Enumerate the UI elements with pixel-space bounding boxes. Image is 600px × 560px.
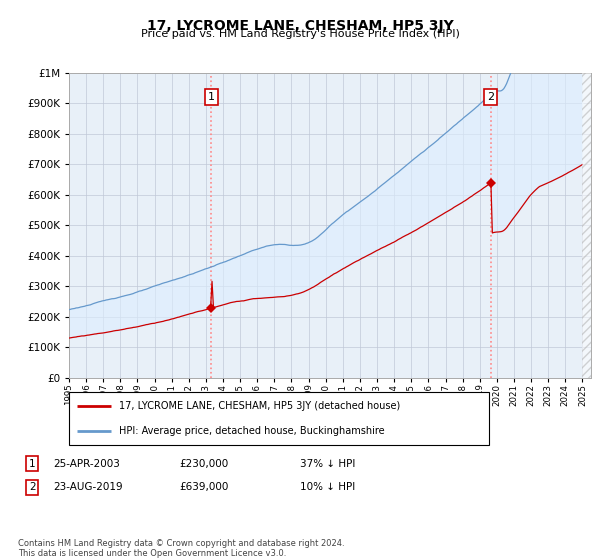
Text: 1: 1	[29, 459, 35, 469]
Text: 37% ↓ HPI: 37% ↓ HPI	[300, 459, 355, 469]
Text: 23-AUG-2019: 23-AUG-2019	[53, 483, 123, 492]
Text: 2: 2	[29, 483, 35, 492]
Text: 10% ↓ HPI: 10% ↓ HPI	[300, 483, 355, 492]
Text: £639,000: £639,000	[179, 483, 229, 492]
Text: HPI: Average price, detached house, Buckinghamshire: HPI: Average price, detached house, Buck…	[119, 426, 385, 436]
Text: 17, LYCROME LANE, CHESHAM, HP5 3JY: 17, LYCROME LANE, CHESHAM, HP5 3JY	[146, 19, 454, 33]
Text: 17, LYCROME LANE, CHESHAM, HP5 3JY (detached house): 17, LYCROME LANE, CHESHAM, HP5 3JY (deta…	[119, 402, 401, 412]
Text: 25-APR-2003: 25-APR-2003	[53, 459, 120, 469]
FancyBboxPatch shape	[69, 392, 489, 445]
Text: £230,000: £230,000	[179, 459, 229, 469]
Text: 2: 2	[487, 92, 494, 102]
Text: Contains HM Land Registry data © Crown copyright and database right 2024.
This d: Contains HM Land Registry data © Crown c…	[18, 539, 344, 558]
Text: Price paid vs. HM Land Registry's House Price Index (HPI): Price paid vs. HM Land Registry's House …	[140, 29, 460, 39]
Text: 1: 1	[208, 92, 215, 102]
